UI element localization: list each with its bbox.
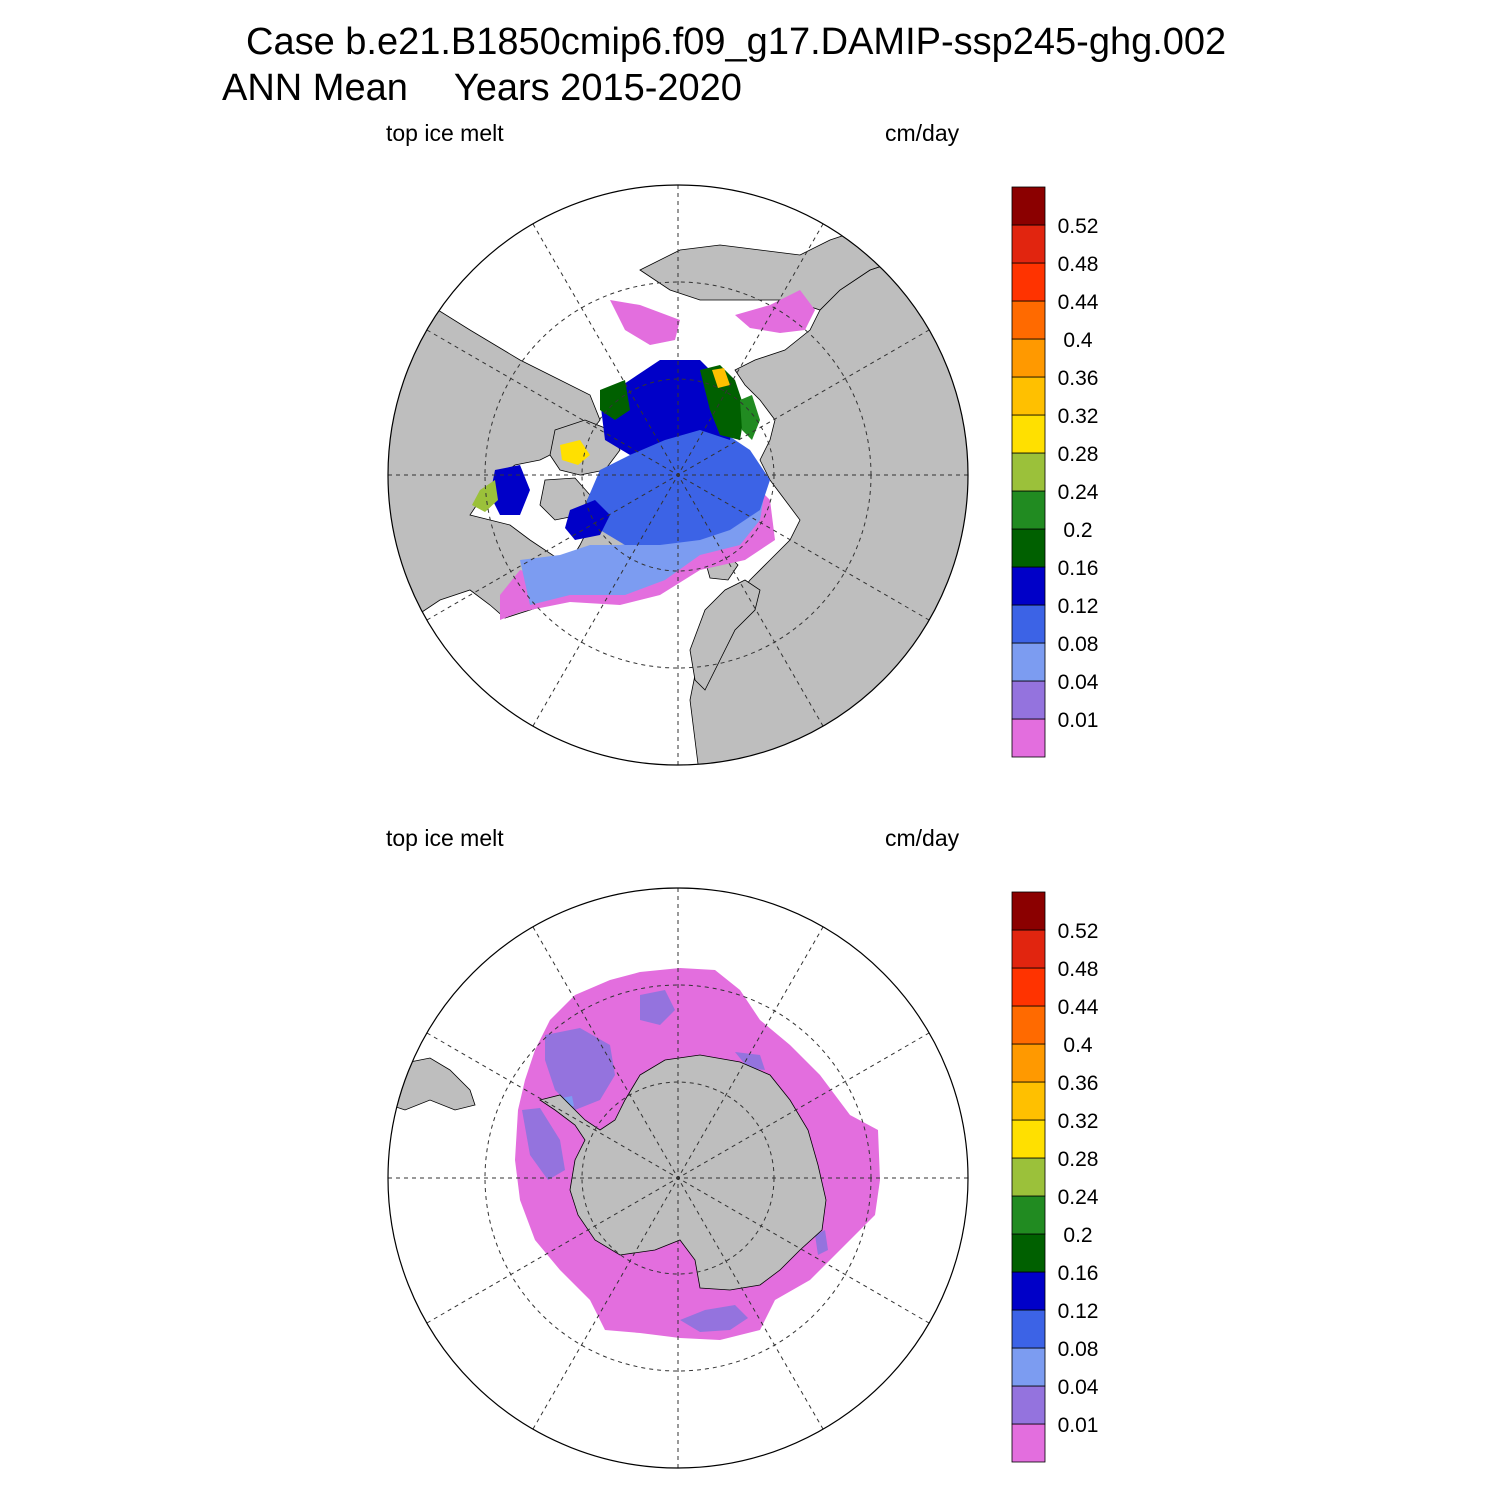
arctic-variable-label: top ice melt xyxy=(386,120,504,146)
antarctic-colorbar-tick-label: 0.36 xyxy=(1058,1072,1099,1095)
antarctic-colorbar-tick-label: 0.48 xyxy=(1058,958,1099,981)
arctic-graticule xyxy=(388,185,968,765)
arctic-colorbar-box xyxy=(1011,642,1046,682)
arctic-colorbar-box xyxy=(1011,718,1046,758)
antarctic-colorbar-box xyxy=(1011,1385,1046,1425)
season-label: ANN Mean xyxy=(222,67,408,109)
arctic-colorbar-box xyxy=(1011,604,1046,644)
antarctic-colorbar-tick-label: 0.24 xyxy=(1058,1186,1099,1209)
antarctic-colorbar: 0.01 0.04 0.08 0.12 0.16 0.2 0.24 0.28 0.32 0.36 0… xyxy=(1011,891,1099,1463)
arctic-colorbar-box xyxy=(1011,300,1046,340)
antarctic-colorbar-box xyxy=(1011,1081,1046,1121)
melt-region-royalblue xyxy=(585,430,770,545)
antarctic-graticule xyxy=(388,888,968,1468)
antarctic-colorbar-box xyxy=(1011,891,1046,931)
arctic-colorbar-box xyxy=(1011,414,1046,454)
arctic-colorbar-tick-label: 0.12 xyxy=(1058,595,1099,618)
arctic-colorbar-tick-label: 0.08 xyxy=(1058,633,1099,656)
melt-region-darkgreen-west xyxy=(600,380,630,420)
antarctic-colorbar-tick-label: 0.32 xyxy=(1058,1110,1099,1133)
antarctic-colorbar-box xyxy=(1011,1195,1046,1235)
years-label: Years 2015-2020 xyxy=(453,67,742,109)
antarctic-map-boundary xyxy=(387,887,969,1469)
arctic-colorbar-tick-label: 0.24 xyxy=(1058,481,1099,504)
melt-region-olive xyxy=(472,480,498,512)
arctic-colorbar-tick-label: 0.44 xyxy=(1058,291,1099,314)
arctic-colorbar-box xyxy=(1011,338,1046,378)
antarctic-colorbar-tick-label: 0.2 xyxy=(1063,1224,1092,1247)
arctic-colorbar-tick-label: 0.52 xyxy=(1058,215,1099,238)
antarctic-colorbar-box xyxy=(1011,1423,1046,1463)
antarctic-colorbar-box xyxy=(1011,929,1046,969)
antarctic-colorbar-box xyxy=(1011,1309,1046,1349)
figure-title-period: ANN Mean Years 2015-2020 xyxy=(222,68,742,108)
arctic-colorbar-box xyxy=(1011,528,1046,568)
arctic-colorbar-box xyxy=(1011,376,1046,416)
antarctic-colorbar-tick-label: 0.44 xyxy=(1058,996,1099,1019)
antarctic-colorbar-box xyxy=(1011,1157,1046,1197)
arctic-colorbar-tick-label: 0.32 xyxy=(1058,405,1099,428)
melt-region-hudson-bay xyxy=(490,465,530,515)
arctic-colorbar-tick-label: 0.4 xyxy=(1063,329,1093,352)
melt-region-yellow xyxy=(560,440,590,465)
arctic-colorbar-box xyxy=(1011,224,1046,264)
melt-region-weddell-north xyxy=(640,990,675,1025)
arctic-colorbar-box xyxy=(1011,452,1046,492)
antarctic-colorbar-box xyxy=(1011,1005,1046,1045)
arctic-ice-melt-field xyxy=(472,290,815,620)
antarctic-colorbar-box xyxy=(1011,1119,1046,1159)
antarctic-colorbar-tick-label: 0.16 xyxy=(1058,1262,1099,1285)
antarctic-colorbar-tick-label: 0.52 xyxy=(1058,920,1099,943)
south-america-land xyxy=(388,1057,476,1111)
melt-region-green xyxy=(740,395,760,440)
arctic-colorbar-box xyxy=(1011,262,1046,302)
antarctic-colorbar-tick-label: 0.12 xyxy=(1058,1300,1099,1323)
arctic-colorbar-box xyxy=(1011,566,1046,606)
melt-region-amery xyxy=(735,1052,765,1070)
figure-title-case: Case b.e21.B1850cmip6.f09_g17.DAMIP-ssp2… xyxy=(246,21,1227,63)
scandinavia-land xyxy=(689,579,761,691)
arctic-map-boundary xyxy=(387,184,969,766)
arctic-colorbar-tick-label: 0.16 xyxy=(1058,557,1099,580)
antarctic-colorbar-box xyxy=(1011,1043,1046,1083)
melt-region-east xyxy=(815,1230,828,1255)
arctic-colorbar-tick-label: 0.2 xyxy=(1063,519,1092,542)
arctic-colorbar-box xyxy=(1011,186,1046,226)
north-america-land xyxy=(388,299,601,641)
arctic-colorbar-tick-label: 0.36 xyxy=(1058,367,1099,390)
arctic-polar-map: 0.01 0.04 0.08 0.12 0.16 0.2 0.24 0.28 0.32 0.36 0… xyxy=(387,184,1099,766)
arctic-colorbar: 0.01 0.04 0.08 0.12 0.16 0.2 0.24 0.28 0.32 0.36 0… xyxy=(1011,186,1099,758)
arctic-colorbar-tick-label: 0.01 xyxy=(1058,709,1099,732)
antarctic-colorbar-tick-label: 0.28 xyxy=(1058,1148,1099,1171)
melt-region-bering xyxy=(610,300,680,345)
antarctic-colorbar-box xyxy=(1011,1347,1046,1387)
antarctic-variable-label: top ice melt xyxy=(386,825,504,851)
antarctic-colorbar-tick-label: 0.01 xyxy=(1058,1414,1099,1437)
antarctic-colorbar-box xyxy=(1011,1233,1046,1273)
melt-region-weddell xyxy=(545,1028,615,1110)
antarctic-colorbar-box xyxy=(1011,1271,1046,1311)
melt-region-gold xyxy=(712,368,730,388)
arctic-units-label: cm/day xyxy=(885,120,960,146)
arctic-colorbar-tick-label: 0.04 xyxy=(1058,671,1099,694)
melt-region-darkgreen-east xyxy=(700,365,745,440)
antarctic-units-label: cm/day xyxy=(885,825,960,851)
arctic-colorbar-box xyxy=(1011,680,1046,720)
arctic-colorbar-tick-label: 0.28 xyxy=(1058,443,1099,466)
antarctic-colorbar-tick-label: 0.4 xyxy=(1063,1034,1093,1057)
antarctic-colorbar-box xyxy=(1011,967,1046,1007)
melt-region-okhotsk xyxy=(735,290,815,333)
melt-region-darkblue xyxy=(600,360,735,455)
melt-region-peninsula-west xyxy=(522,1108,565,1180)
melt-region-ross xyxy=(680,1305,748,1332)
antarctic-colorbar-tick-label: 0.08 xyxy=(1058,1338,1099,1361)
antarctic-colorbar-tick-label: 0.04 xyxy=(1058,1376,1099,1399)
arctic-colorbar-tick-label: 0.48 xyxy=(1058,253,1099,276)
arctic-colorbar-box xyxy=(1011,490,1046,530)
antarctic-polar-map: 0.01 0.04 0.08 0.12 0.16 0.2 0.24 0.28 0.32 0.36 0… xyxy=(387,887,1099,1469)
